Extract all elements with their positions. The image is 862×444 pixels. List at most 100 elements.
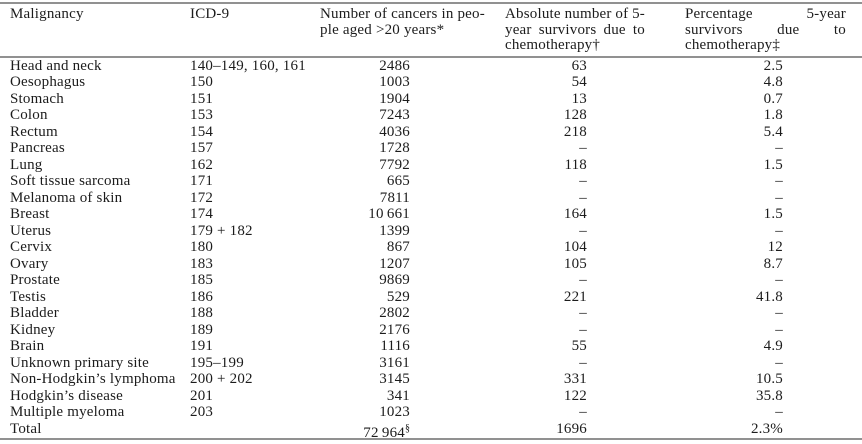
icd9-cell: 203 xyxy=(190,404,214,420)
cancers-count-cell: 1116 xyxy=(380,338,410,354)
icd9-cell: 179 + 182 xyxy=(190,222,253,239)
percentage-survivors-cell: 5.4 xyxy=(763,123,783,140)
table-row: Uterus 179 + 182 1399 – – xyxy=(0,223,862,240)
malignancy-cell: Head and neck xyxy=(10,57,102,74)
percentage-survivors-cell: 1.8 xyxy=(763,107,783,123)
cancers-count-cell: 2176 xyxy=(379,321,410,338)
table-row: Unknown primary site 195–199 3161 – – xyxy=(0,355,862,372)
table-row: Lung 162 7792 118 1.5 xyxy=(0,157,862,174)
malignancy-cell: Stomach xyxy=(10,90,64,107)
cancers-count-cell: 3161 xyxy=(379,354,410,371)
percentage-survivors-cell: 1.5 xyxy=(763,206,783,222)
table-row: Multiple myeloma 203 1023 – – xyxy=(0,404,862,421)
header-text: year survivors due to xyxy=(505,21,645,38)
malignancy-cell: Testis xyxy=(10,288,46,305)
icd9-cell: 162 xyxy=(190,156,214,173)
cancers-count-cell: 1399 xyxy=(379,222,410,239)
percentage-survivors-cell: – xyxy=(775,222,783,239)
absolute-survivors-cell: – xyxy=(579,189,587,206)
cancers-count-cell: 1728 xyxy=(379,140,410,156)
header-text: ple aged >20 years* xyxy=(320,21,445,38)
malignancy-cell: Melanoma of skin xyxy=(10,189,123,206)
icd9-cell: 153 xyxy=(190,107,214,123)
absolute-survivors-cell: 105 xyxy=(563,255,587,272)
absolute-survivors-cell: – xyxy=(579,305,587,321)
cancers-count-cell: 4036 xyxy=(379,123,410,140)
icd9-cell: 188 xyxy=(190,305,214,321)
absolute-survivors-cell: 331 xyxy=(563,371,587,387)
header-text: chemotherapy† xyxy=(505,37,601,53)
icd9-cell: 140–149, 160, 161 xyxy=(190,57,306,74)
table-body: Head and neck 140–149, 160, 161 2486 63 … xyxy=(0,58,862,441)
header-text: chemotherapy‡ xyxy=(685,37,781,53)
cancers-count-cell: 3145 xyxy=(379,371,410,387)
cancers-count-cell: 72 964§ xyxy=(363,422,410,441)
malignancy-cell: Prostate xyxy=(10,272,60,288)
cancers-count-cell: 341 xyxy=(386,387,410,404)
malignancy-cell: Kidney xyxy=(10,321,56,338)
percentage-survivors-cell: 2.5 xyxy=(763,57,783,74)
absolute-survivors-cell: 118 xyxy=(564,156,587,173)
table-row: Prostate 185 9869 – – xyxy=(0,272,862,289)
cancers-count-cell: 7792 xyxy=(379,156,410,173)
header-malignancy: Malignancy xyxy=(10,6,190,54)
absolute-survivors-cell: 122 xyxy=(563,387,587,404)
percentage-survivors-cell: 8.7 xyxy=(763,255,783,272)
percentage-survivors-cell: 35.8 xyxy=(755,387,783,404)
icd9-cell: 200 + 202 xyxy=(190,371,253,387)
table-row: Rectum 154 4036 218 5.4 xyxy=(0,124,862,141)
percentage-survivors-cell: – xyxy=(775,321,783,338)
absolute-survivors-cell: – xyxy=(579,354,587,371)
table-row: Non-Hodgkin’s lymphoma 200 + 202 3145 33… xyxy=(0,371,862,388)
table-row: Oesophagus 150 1003 54 4.8 xyxy=(0,74,862,91)
malignancy-cell: Bladder xyxy=(10,305,59,321)
cancers-count-cell: 9869 xyxy=(379,272,410,288)
absolute-survivors-cell: 164 xyxy=(563,206,587,222)
percentage-survivors-cell: 10.5 xyxy=(755,371,783,387)
absolute-survivors-cell: 104 xyxy=(563,239,587,255)
header-percentage-survivors: Percentage 5-year survivors due to chemothe… xyxy=(685,6,852,54)
icd9-cell: 189 xyxy=(190,321,214,338)
header-number-of-cancers: Number of cancers in peo- ple aged >20 y… xyxy=(320,6,505,54)
cancers-count-cell: 1207 xyxy=(379,255,410,272)
table-row: Melanoma of skin 172 7811 – – xyxy=(0,190,862,207)
malignancy-cell: Pancreas xyxy=(10,140,65,156)
percentage-survivors-cell: – xyxy=(775,140,783,156)
malignancy-cell: Unknown primary site xyxy=(10,354,149,371)
icd9-cell: 180 xyxy=(190,239,214,255)
header-absolute-survivors: Absolute number of 5- year survivors due to ch… xyxy=(505,6,685,54)
table-row: Colon 153 7243 128 1.8 xyxy=(0,107,862,124)
absolute-survivors-cell: 1696 xyxy=(556,420,587,437)
icd9-cell xyxy=(190,421,320,441)
absolute-survivors-cell: 221 xyxy=(563,288,587,305)
malignancy-cell: Multiple myeloma xyxy=(10,404,125,420)
malignancy-cell: Uterus xyxy=(10,222,52,239)
cancers-count-cell: 7243 xyxy=(379,107,410,123)
absolute-survivors-cell: 128 xyxy=(563,107,587,123)
table-row: Brain 191 1116 55 4.9 xyxy=(0,338,862,355)
percentage-survivors-cell: – xyxy=(775,173,783,189)
table-row: Kidney 189 2176 – – xyxy=(0,322,862,339)
percentage-survivors-cell: 0.7 xyxy=(763,90,783,107)
malignancy-cell: Total xyxy=(10,420,42,437)
icd9-cell: 157 xyxy=(190,140,214,156)
table-row: Ovary 183 1207 105 8.7 xyxy=(0,256,862,273)
icd9-cell: 183 xyxy=(190,255,214,272)
table-row: Soft tissue sarcoma 171 665 – – xyxy=(0,173,862,190)
percentage-survivors-cell: 12 xyxy=(767,239,783,255)
percentage-survivors-cell: – xyxy=(775,272,783,288)
cancers-count-cell: 2802 xyxy=(379,305,410,321)
percentage-survivors-cell: 41.8 xyxy=(755,288,783,305)
cancers-count-cell: 7811 xyxy=(379,189,410,206)
total-footnote-marker: § xyxy=(405,422,410,434)
malignancy-cell: Breast xyxy=(10,206,50,222)
malignancy-cell: Ovary xyxy=(10,255,49,272)
cancers-count-cell: 1003 xyxy=(379,74,410,90)
header-text: Malignancy xyxy=(10,6,84,22)
icd9-cell: 154 xyxy=(190,123,214,140)
absolute-survivors-cell: – xyxy=(579,272,587,288)
absolute-survivors-cell: – xyxy=(579,222,587,239)
table-row: Hodgkin’s disease 201 341 122 35.8 xyxy=(0,388,862,405)
